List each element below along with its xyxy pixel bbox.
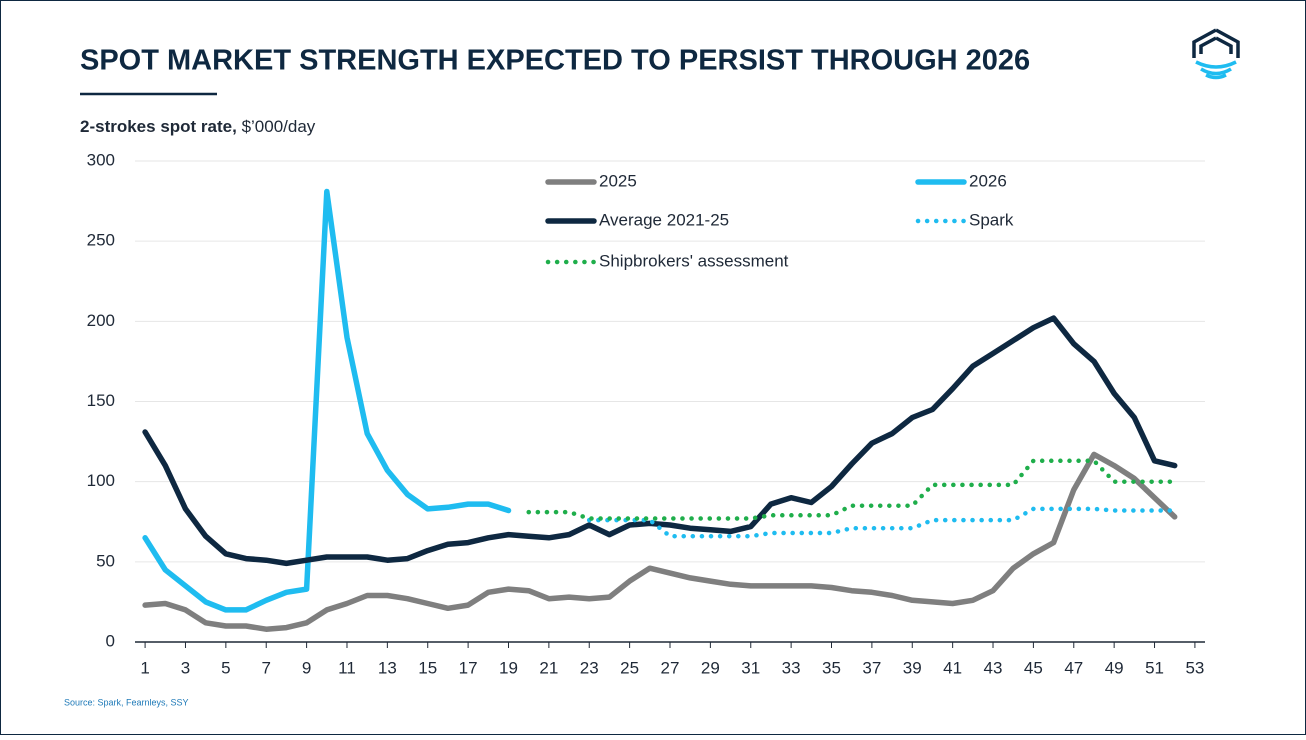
y-axis-label-unit: $’000/day xyxy=(242,117,316,136)
logo xyxy=(1192,28,1240,80)
y-tick-label: 250 xyxy=(87,231,115,250)
y-tick-label: 0 xyxy=(106,631,115,650)
x-tick-label: 23 xyxy=(580,658,599,677)
y-tick-label: 50 xyxy=(96,551,115,570)
y-tick-label: 100 xyxy=(87,471,115,490)
series-line xyxy=(142,451,1178,632)
x-tick-label: 37 xyxy=(862,658,881,677)
legend-label: 2025 xyxy=(599,171,637,190)
y-tick-label: 300 xyxy=(87,150,115,169)
x-tick-label: 27 xyxy=(661,658,680,677)
y-tick-label: 200 xyxy=(87,311,115,330)
x-tick-label: 19 xyxy=(499,658,518,677)
series-line xyxy=(142,315,1178,567)
x-tick-label: 5 xyxy=(221,658,230,677)
legend-label: Spark xyxy=(969,210,1014,229)
x-tick-label: 7 xyxy=(261,658,270,677)
x-tick-label: 21 xyxy=(539,658,558,677)
x-tick-label: 35 xyxy=(822,658,841,677)
x-tick-label: 25 xyxy=(620,658,639,677)
y-axis-label: 2-strokes spot rate, $’000/day xyxy=(80,117,316,136)
x-tick-label: 3 xyxy=(181,658,190,677)
x-tick-label: 47 xyxy=(1064,658,1083,677)
legend-label: Average 2021-25 xyxy=(599,210,729,229)
x-tick-label: 53 xyxy=(1185,658,1204,677)
series-line xyxy=(526,458,1177,521)
x-tick-label: 31 xyxy=(741,658,760,677)
x-tick-label: 45 xyxy=(1024,658,1043,677)
x-tick-label: 43 xyxy=(984,658,1003,677)
x-tick-label: 11 xyxy=(338,658,356,677)
series-line xyxy=(142,188,512,613)
chart-title: SPOT MARKET STRENGTH EXPECTED TO PERSIST… xyxy=(80,45,1030,77)
x-tick-label: 17 xyxy=(459,658,478,677)
x-tick-label: 29 xyxy=(701,658,720,677)
legend-label: Shipbrokers' assessment xyxy=(599,251,789,270)
x-tick-label: 51 xyxy=(1145,658,1164,677)
x-tick-label: 9 xyxy=(302,658,311,677)
x-tick-label: 41 xyxy=(943,658,962,677)
y-tick-label: 150 xyxy=(87,391,115,410)
x-tick-label: 33 xyxy=(782,658,801,677)
series-line xyxy=(586,506,1177,539)
y-axis-label-bold: 2-strokes spot rate, xyxy=(80,117,237,136)
x-tick-label: 1 xyxy=(140,658,149,677)
x-tick-label: 39 xyxy=(903,658,922,677)
x-tick-label: 13 xyxy=(378,658,397,677)
x-tick-label: 15 xyxy=(418,658,437,677)
x-tick-label: 49 xyxy=(1105,658,1124,677)
source-note: Source: Spark, Fearnleys, SSY xyxy=(64,697,189,707)
legend-label: 2026 xyxy=(969,171,1007,190)
